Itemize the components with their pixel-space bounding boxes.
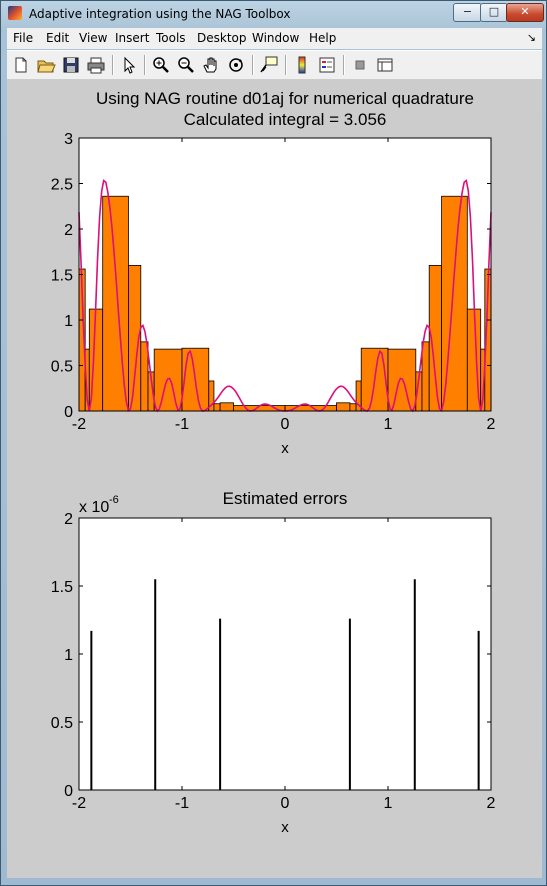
- toolbar-separator: [343, 55, 345, 75]
- show-plot-tools-icon[interactable]: [375, 55, 395, 75]
- figure-svg: -2 -1 0 1 2 0 0.5 1 1.5 2 2.5 3 Using NAG routine …: [51, 89, 496, 836]
- y-tick-label: 3: [64, 131, 73, 148]
- chart-title: Using NAG routine d01aj for numerical qu…: [96, 89, 474, 108]
- x-tick-label: -1: [175, 416, 189, 433]
- menu-edit[interactable]: Edit: [46, 31, 70, 45]
- pan-hand-icon[interactable]: [201, 55, 221, 75]
- x-tick-label: -1: [175, 795, 189, 812]
- menu-file[interactable]: File: [13, 31, 34, 45]
- y-tick-label: 2: [64, 222, 73, 239]
- bar: [153, 348, 183, 412]
- bar: [336, 402, 351, 412]
- plot-area: [79, 518, 491, 790]
- toolbar-separator: [285, 55, 287, 75]
- x-tick-label: 2: [487, 416, 496, 433]
- matlab-logo-icon: [8, 6, 22, 20]
- x-axis-label: x: [281, 819, 289, 836]
- maximize-button[interactable]: □: [480, 3, 508, 22]
- bar: [102, 195, 129, 412]
- bar: [140, 341, 149, 412]
- data-cursor-icon[interactable]: [259, 55, 279, 75]
- print-icon[interactable]: [86, 55, 106, 75]
- toolbar-separator: [252, 55, 254, 75]
- toolbar-separator: [144, 55, 146, 75]
- rotate-3d-icon[interactable]: [226, 55, 246, 75]
- x-tick-label: 1: [384, 416, 393, 433]
- bar: [421, 341, 430, 412]
- figure-canvas: -2 -1 0 1 2 0 0.5 1 1.5 2 2.5 3 Using NAG routine …: [7, 79, 542, 878]
- chart-title: Estimated errors: [223, 489, 348, 508]
- window-title: Adaptive integration using the NAG Toolb…: [29, 7, 291, 21]
- title-bar[interactable]: Adaptive integration using the NAG Toolb…: [1, 1, 546, 27]
- y-axis-exponent: -6: [109, 494, 119, 506]
- quadrature-axes: -2 -1 0 1 2 0 0.5 1 1.5 2 2.5 3 Using NAG routine …: [51, 89, 496, 457]
- x-tick-label: -2: [72, 416, 86, 433]
- y-tick-label: 0: [64, 404, 73, 421]
- x-axis-label: x: [281, 440, 289, 457]
- menu-desktop[interactable]: Desktop: [197, 31, 247, 45]
- zoom-out-icon[interactable]: [176, 55, 196, 75]
- y-tick-label: 1.5: [51, 268, 73, 285]
- minimize-button[interactable]: −: [453, 3, 482, 22]
- open-file-icon[interactable]: [36, 55, 56, 75]
- menu-tools[interactable]: Tools: [156, 31, 186, 45]
- x-tick-label: 1: [384, 795, 393, 812]
- figure-toolbar: [7, 50, 542, 80]
- bar: [349, 403, 357, 412]
- bar: [441, 195, 468, 412]
- legend-icon[interactable]: [317, 55, 337, 75]
- toolbar-separator: [112, 55, 114, 75]
- y-tick-label: 1: [64, 313, 73, 330]
- zoom-in-icon[interactable]: [151, 55, 171, 75]
- bar: [387, 348, 417, 412]
- y-tick-labels: 0 0.5 1 1.5 2 2.5 3: [51, 131, 491, 421]
- x-tick-label: -2: [72, 795, 86, 812]
- x-tick-label: 2: [487, 795, 496, 812]
- x-tick-labels: -2 -1 0 1 2: [72, 138, 496, 433]
- y-tick-label: 0.5: [51, 715, 73, 732]
- menu-view[interactable]: View: [79, 31, 108, 45]
- save-icon[interactable]: [61, 55, 81, 75]
- bar: [219, 402, 234, 412]
- bar: [213, 403, 221, 412]
- x-tick-labels: -2 -1 0 1 2: [72, 518, 496, 812]
- menu-help[interactable]: Help: [309, 31, 337, 45]
- pointer-icon[interactable]: [119, 55, 139, 75]
- menu-bar: File Edit View Insert Tools Desktop Wind…: [7, 28, 542, 49]
- error-stems: [90, 579, 480, 790]
- close-button[interactable]: ✕: [506, 3, 544, 22]
- menu-insert[interactable]: Insert: [115, 31, 150, 45]
- x-tick-label: 0: [281, 795, 290, 812]
- dock-arrow-icon[interactable]: ↘: [526, 31, 536, 44]
- hide-plot-tools-icon[interactable]: [350, 55, 370, 75]
- errors-axes: -2 -1 0 1 2 00.511.52 Estimated errors x 10 …: [51, 489, 496, 836]
- y-tick-label: 0.5: [51, 359, 73, 376]
- y-tick-label: 2: [64, 511, 73, 528]
- x-tick-label: 0: [281, 416, 290, 433]
- chart-subtitle: Calculated integral = 3.056: [184, 110, 387, 129]
- y-tick-label: 2.5: [51, 177, 73, 194]
- colorbar-icon[interactable]: [292, 55, 312, 75]
- y-axis-multiplier: x 10: [79, 499, 109, 516]
- y-tick-labels: 0 0.5 1 1.5 2: [51, 511, 491, 800]
- menu-window[interactable]: Window: [252, 31, 300, 45]
- new-figure-icon[interactable]: [11, 55, 31, 75]
- y-tick-label: 1: [64, 647, 73, 664]
- y-tick-label: 1.5: [51, 579, 73, 596]
- y-tick-label: 0: [64, 783, 73, 800]
